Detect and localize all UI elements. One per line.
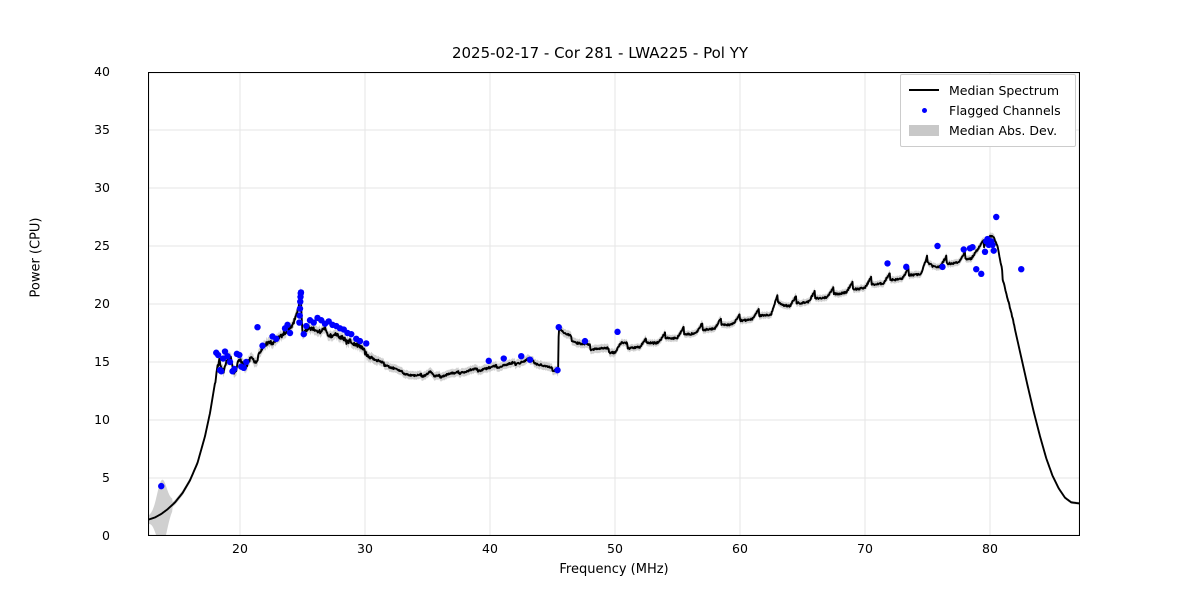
flagged-channel-point	[300, 330, 307, 338]
y-tick-35: 35	[94, 122, 110, 137]
legend-label-median-spectrum: Median Spectrum	[949, 82, 1060, 98]
y-tick-40: 40	[94, 64, 110, 79]
flagged-channel-point	[939, 263, 946, 271]
legend-box: Median Spectrum Flagged Channels Median …	[900, 74, 1076, 147]
flagged-channel-point	[236, 351, 243, 359]
flagged-channel-point	[969, 243, 976, 251]
x-tick-40: 40	[482, 541, 498, 556]
y-tick-15: 15	[94, 354, 110, 369]
flagged-channel-point	[158, 482, 165, 490]
flagged-channel-point	[973, 266, 980, 273]
flagged-channel-point	[884, 260, 891, 267]
legend-label-median-abs-dev: Median Abs. Dev.	[949, 122, 1058, 138]
x-tick-80: 80	[982, 541, 998, 556]
flagged-channel-point	[297, 289, 305, 296]
legend-dot-icon	[907, 101, 941, 119]
flagged-channel-point	[310, 319, 317, 326]
flagged-channel-point	[903, 263, 910, 271]
flagged-channel-point	[303, 322, 310, 330]
flagged-channel-point	[296, 305, 304, 312]
flagged-channel-point	[990, 247, 997, 254]
flagged-channel-point	[500, 355, 507, 362]
x-tick-20: 20	[232, 541, 248, 556]
legend-entry-median-abs-dev: Median Abs. Dev.	[907, 120, 1069, 140]
flagged-channel-point	[224, 353, 231, 360]
flagged-channel-point	[286, 329, 294, 337]
flagged-channel-point	[296, 312, 303, 319]
legend-band-icon	[907, 121, 941, 139]
y-tick-0: 0	[102, 528, 110, 543]
flagged-channel-point	[978, 270, 985, 278]
flagged-channel-point	[356, 337, 364, 345]
flagged-channel-point	[348, 330, 355, 338]
legend-label-flagged-channels: Flagged Channels	[949, 102, 1061, 118]
flagged-channel-point	[981, 248, 989, 255]
chart-title: 2025-02-17 - Cor 281 - LWA225 - Pol YY	[451, 44, 749, 62]
y-tick-20: 20	[94, 296, 110, 311]
flagged-channel-point	[555, 324, 562, 331]
x-tick-60: 60	[732, 541, 748, 556]
flagged-channel-point	[1018, 266, 1025, 273]
flagged-channel-point	[214, 351, 222, 359]
median-spectrum-line	[148, 234, 1080, 521]
flagged-channel-point	[254, 324, 261, 331]
legend-entry-flagged-channels: Flagged Channels	[907, 100, 1069, 120]
x-axis-label: Frequency (MHz)	[559, 562, 669, 577]
flagged-channel-point	[993, 213, 1000, 221]
flagged-channel-point	[581, 337, 589, 345]
flagged-channel-point	[518, 353, 525, 360]
x-tick-30: 30	[357, 541, 373, 556]
flagged-channel-point	[554, 366, 561, 374]
y-tick-5: 5	[102, 470, 110, 485]
flagged-channel-point	[284, 321, 291, 329]
flagged-channel-point	[259, 342, 266, 349]
flagged-channel-point	[960, 246, 967, 253]
flagged-channel-point	[934, 242, 941, 250]
legend-line-icon	[907, 81, 941, 99]
median-abs-dev-band	[148, 232, 1080, 536]
flagged-channel-point	[296, 319, 303, 326]
flagged-channel-point	[273, 335, 280, 342]
x-tick-50: 50	[607, 541, 623, 556]
flagged-channel-point	[226, 358, 234, 366]
flagged-channel-point	[240, 364, 247, 371]
y-axis-label: Power (CPU)	[28, 217, 44, 298]
flagged-channel-point	[989, 241, 996, 249]
flagged-channel-point	[297, 298, 304, 305]
flagged-channel-point	[231, 365, 238, 373]
flagged-channel-point	[614, 328, 621, 336]
x-tick-70: 70	[857, 541, 873, 556]
flagged-channel-point	[218, 368, 225, 375]
plot-area	[148, 72, 1080, 536]
gridlines	[148, 72, 1080, 536]
flagged-channel-point	[485, 357, 492, 365]
flagged-channels-scatter	[158, 213, 1025, 490]
y-tick-25: 25	[94, 238, 110, 253]
y-tick-30: 30	[94, 180, 110, 195]
axes-spine	[148, 72, 1080, 536]
legend-entry-median-spectrum: Median Spectrum	[907, 80, 1069, 100]
flagged-channel-point	[363, 340, 370, 347]
flagged-channel-point	[243, 358, 250, 366]
spectrum-plot-svg	[148, 72, 1080, 536]
flagged-channel-point	[526, 356, 534, 363]
y-tick-10: 10	[94, 412, 110, 427]
